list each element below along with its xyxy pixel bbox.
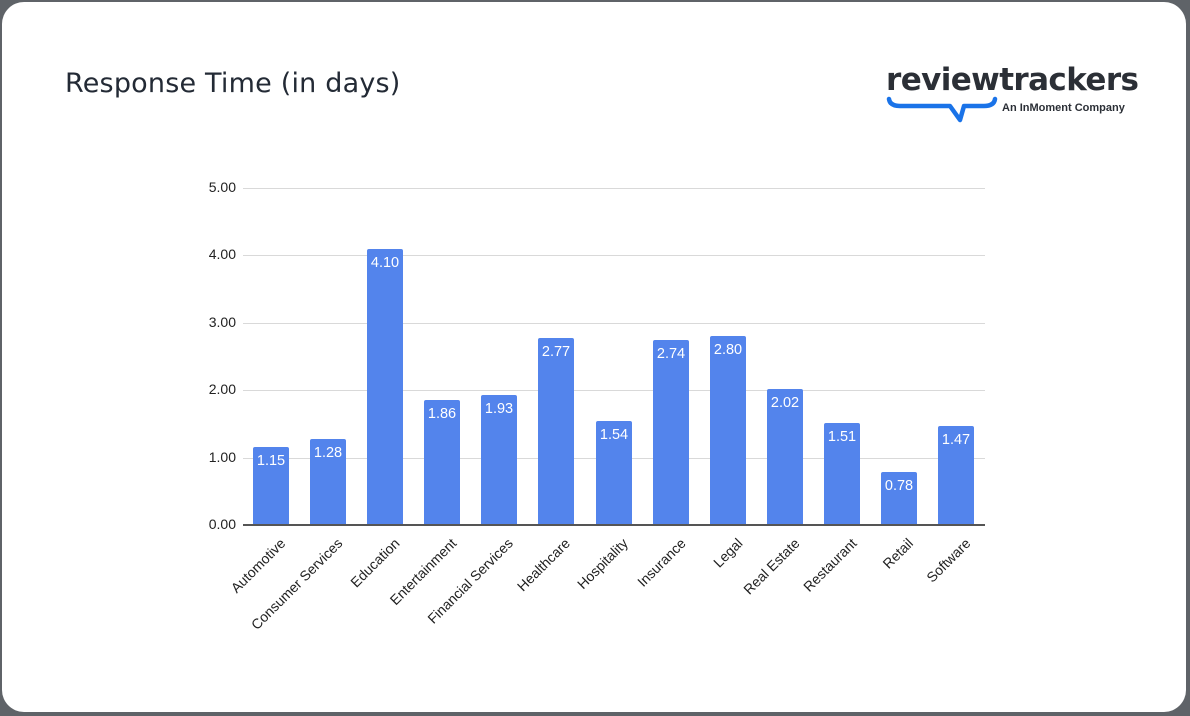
bar-education[interactable]: [367, 249, 403, 525]
bar-retail[interactable]: [881, 472, 917, 525]
bar-value-label: 1.86: [427, 406, 457, 422]
x-axis-category-label: Insurance: [634, 535, 689, 590]
x-axis-category-label: Hospitality: [573, 535, 631, 592]
logo-tagline: An InMoment Company: [1002, 102, 1125, 114]
y-axis-tick-label: 4.00: [208, 246, 236, 262]
y-axis-tick-label: 2.00: [208, 381, 236, 397]
bar-value-label: 1.54: [599, 427, 629, 443]
speech-bubble-icon: [886, 96, 998, 123]
gridline: [243, 390, 985, 391]
bar-value-label: 1.28: [313, 445, 343, 461]
bar-value-label: 1.51: [827, 429, 857, 445]
bar-hospitality[interactable]: [596, 421, 632, 525]
bar-financial-services[interactable]: [481, 395, 517, 525]
gridline: [243, 255, 985, 256]
x-axis-category-label: Legal: [710, 535, 746, 571]
bar-value-label: 2.74: [656, 346, 686, 362]
bar-legal[interactable]: [710, 336, 746, 525]
x-axis-category-label: Healthcare: [513, 535, 574, 595]
y-axis-tick-label: 1.00: [208, 449, 236, 465]
x-axis-category-label: Automotive: [227, 535, 289, 596]
bar-value-label: 2.80: [713, 342, 743, 358]
y-axis-tick-label: 0.00: [208, 516, 236, 532]
bar-healthcare[interactable]: [538, 338, 574, 525]
bar-value-label: 0.78: [884, 478, 914, 494]
bar-real-estate[interactable]: [767, 389, 803, 525]
bar-value-label: 2.02: [770, 395, 800, 411]
bar-automotive[interactable]: [253, 447, 289, 525]
x-axis-line: [243, 524, 985, 526]
gridline: [243, 188, 985, 189]
y-axis-tick-label: 5.00: [208, 179, 236, 195]
bar-value-label: 1.93: [484, 401, 514, 417]
x-axis-category-label: Retail: [879, 535, 917, 572]
x-axis-category-label: Real Estate: [740, 535, 803, 598]
x-axis-category-label: Software: [923, 535, 974, 586]
x-axis-category-label: Restaurant: [800, 535, 860, 595]
bar-consumer-services[interactable]: [310, 439, 346, 525]
bar-value-label: 2.77: [541, 344, 571, 360]
bar-value-label: 1.15: [256, 453, 286, 469]
x-axis-category-label: Education: [347, 535, 403, 591]
bar-entertainment[interactable]: [424, 400, 460, 525]
bar-restaurant[interactable]: [824, 423, 860, 525]
logo-wordmark: reviewtrackers: [886, 62, 1139, 98]
reviewtrackers-logo: reviewtrackers An InMoment Company: [886, 62, 1139, 132]
bar-insurance[interactable]: [653, 340, 689, 525]
chart-title: Response Time (in days): [65, 68, 401, 99]
bar-value-label: 4.10: [370, 255, 400, 271]
bar-software[interactable]: [938, 426, 974, 525]
y-axis-tick-label: 3.00: [208, 314, 236, 330]
bar-value-label: 1.47: [941, 432, 971, 448]
gridline: [243, 323, 985, 324]
